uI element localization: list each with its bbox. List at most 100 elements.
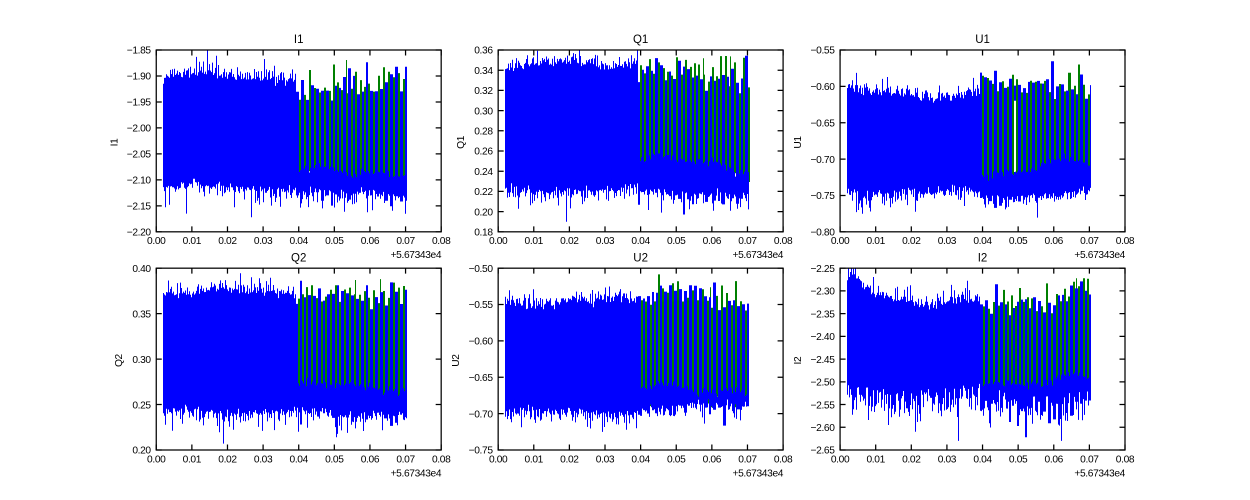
svg-text:−2.35: −2.35 (811, 309, 836, 320)
svg-text:0.04: 0.04 (290, 454, 309, 465)
svg-text:0.35: 0.35 (132, 309, 151, 320)
svg-text:0.05: 0.05 (1009, 236, 1028, 247)
svg-text:0.03: 0.03 (254, 454, 273, 465)
svg-text:0.06: 0.06 (1045, 236, 1064, 247)
svg-text:−0.55: −0.55 (811, 46, 836, 57)
svg-text:+5.67343e4: +5.67343e4 (732, 468, 783, 479)
svg-text:−2.40: −2.40 (811, 332, 836, 343)
svg-text:−0.50: −0.50 (469, 264, 494, 275)
svg-text:0.02: 0.02 (560, 454, 579, 465)
svg-text:0.06: 0.06 (1045, 454, 1064, 465)
svg-text:0.06: 0.06 (361, 454, 380, 465)
svg-text:0.07: 0.07 (738, 236, 757, 247)
svg-text:I1: I1 (294, 34, 304, 46)
svg-text:0.01: 0.01 (183, 236, 202, 247)
svg-text:0.04: 0.04 (973, 454, 992, 465)
svg-text:0.30: 0.30 (474, 106, 493, 117)
svg-text:0.03: 0.03 (254, 236, 273, 247)
svg-text:U1: U1 (793, 136, 804, 149)
svg-text:0.07: 0.07 (396, 454, 415, 465)
svg-text:0.04: 0.04 (973, 236, 992, 247)
svg-text:−2.65: −2.65 (811, 446, 836, 457)
svg-text:0.36: 0.36 (474, 46, 493, 57)
svg-text:−1.90: −1.90 (127, 72, 152, 83)
svg-text:−0.80: −0.80 (811, 228, 836, 239)
svg-text:0.01: 0.01 (866, 454, 885, 465)
svg-text:+5.67343e4: +5.67343e4 (1074, 468, 1125, 479)
svg-text:0.03: 0.03 (596, 454, 615, 465)
svg-text:−2.25: −2.25 (811, 264, 836, 275)
svg-text:0.01: 0.01 (866, 236, 885, 247)
svg-text:0.28: 0.28 (474, 127, 493, 138)
svg-text:Q2: Q2 (114, 353, 125, 367)
svg-text:0.05: 0.05 (325, 454, 344, 465)
svg-text:0.02: 0.02 (218, 454, 237, 465)
svg-text:0.04: 0.04 (631, 454, 650, 465)
svg-text:Q1: Q1 (456, 135, 467, 149)
svg-text:Q1: Q1 (633, 34, 648, 46)
svg-text:−2.10: −2.10 (127, 176, 152, 187)
svg-text:0.06: 0.06 (361, 236, 380, 247)
svg-text:0.32: 0.32 (474, 86, 493, 97)
svg-text:0.07: 0.07 (738, 454, 757, 465)
svg-text:0.03: 0.03 (938, 236, 957, 247)
svg-text:0.00: 0.00 (489, 236, 508, 247)
svg-text:0.30: 0.30 (132, 355, 151, 366)
svg-text:0.00: 0.00 (147, 454, 166, 465)
svg-text:0.07: 0.07 (396, 236, 415, 247)
svg-text:0.08: 0.08 (774, 236, 793, 247)
svg-text:0.03: 0.03 (596, 236, 615, 247)
svg-text:+5.67343e4: +5.67343e4 (391, 250, 442, 261)
svg-text:+5.67343e4: +5.67343e4 (1074, 250, 1125, 261)
svg-text:0.00: 0.00 (831, 236, 850, 247)
svg-text:0.24: 0.24 (474, 167, 493, 178)
svg-text:0.34: 0.34 (474, 66, 493, 77)
svg-text:0.08: 0.08 (1116, 236, 1135, 247)
svg-text:0.02: 0.02 (218, 236, 237, 247)
svg-text:0.05: 0.05 (667, 236, 686, 247)
svg-text:0.00: 0.00 (831, 454, 850, 465)
svg-text:−2.50: −2.50 (811, 378, 836, 389)
svg-text:I2: I2 (978, 252, 988, 264)
svg-text:0.02: 0.02 (560, 236, 579, 247)
svg-text:Q2: Q2 (291, 252, 306, 264)
svg-text:−0.60: −0.60 (469, 337, 494, 348)
svg-text:0.06: 0.06 (703, 454, 722, 465)
svg-text:−2.45: −2.45 (811, 355, 836, 366)
svg-text:0.20: 0.20 (474, 207, 493, 218)
svg-text:0.01: 0.01 (525, 236, 544, 247)
svg-text:0.08: 0.08 (432, 454, 451, 465)
svg-text:0.04: 0.04 (290, 236, 309, 247)
svg-text:U2: U2 (451, 354, 462, 367)
svg-text:0.00: 0.00 (147, 236, 166, 247)
svg-text:+5.67343e4: +5.67343e4 (391, 468, 442, 479)
svg-text:U2: U2 (633, 252, 648, 264)
svg-text:0.05: 0.05 (1009, 454, 1028, 465)
svg-text:−0.55: −0.55 (469, 300, 494, 311)
svg-text:0.01: 0.01 (525, 454, 544, 465)
svg-text:0.01: 0.01 (183, 454, 202, 465)
svg-text:0.08: 0.08 (774, 454, 793, 465)
svg-text:0.18: 0.18 (474, 228, 493, 239)
svg-text:0.08: 0.08 (432, 236, 451, 247)
svg-text:0.22: 0.22 (474, 187, 493, 198)
svg-text:0.08: 0.08 (1116, 454, 1135, 465)
svg-text:−0.70: −0.70 (811, 155, 836, 166)
svg-text:−2.15: −2.15 (127, 202, 152, 213)
svg-text:0.04: 0.04 (631, 236, 650, 247)
svg-text:0.26: 0.26 (474, 147, 493, 158)
svg-text:−0.70: −0.70 (469, 409, 494, 420)
svg-text:0.07: 0.07 (1080, 454, 1099, 465)
svg-text:I1: I1 (109, 138, 120, 146)
svg-text:−2.05: −2.05 (127, 150, 152, 161)
svg-text:−2.20: −2.20 (127, 228, 152, 239)
svg-text:−2.00: −2.00 (127, 124, 152, 135)
svg-text:0.40: 0.40 (132, 264, 151, 275)
svg-text:0.05: 0.05 (667, 454, 686, 465)
svg-text:−0.75: −0.75 (469, 446, 494, 457)
svg-text:−0.60: −0.60 (811, 82, 836, 93)
svg-text:−0.75: −0.75 (811, 191, 836, 202)
svg-text:0.07: 0.07 (1080, 236, 1099, 247)
svg-text:0.02: 0.02 (902, 454, 921, 465)
svg-text:−1.95: −1.95 (127, 98, 152, 109)
